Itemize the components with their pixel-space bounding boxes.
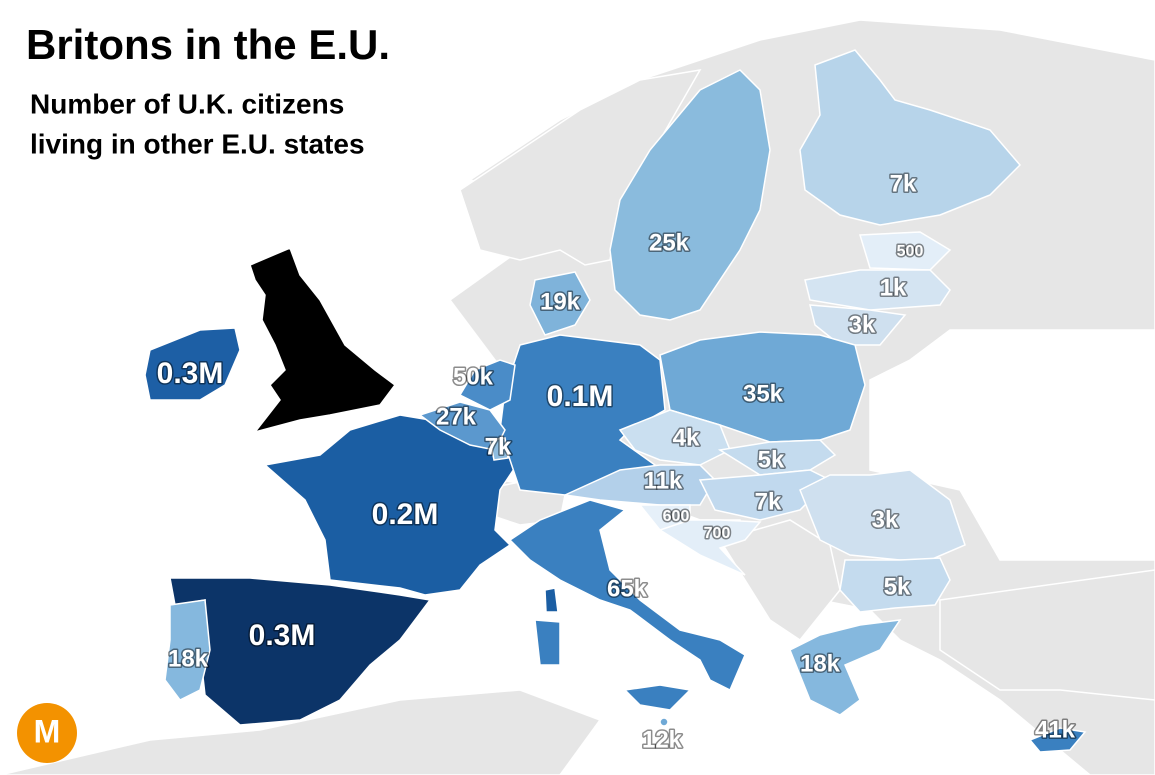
denmark — [529, 271, 591, 336]
region-label: 7k — [485, 433, 512, 460]
region-label: 0.2M — [372, 498, 439, 531]
sweden — [609, 69, 771, 321]
labels: 0.3M 0.3M 0.2M 0.1M 65k 50k 35k 27k 25k … — [155, 169, 1077, 755]
region-label: 18k — [168, 645, 209, 672]
region-label: 3k — [872, 506, 899, 533]
logo — [17, 703, 77, 763]
subtitle: living in other E.U. states — [30, 128, 365, 159]
uk — [249, 247, 397, 434]
region-label: 41k — [1035, 716, 1076, 743]
region-label: 4k — [673, 424, 700, 451]
region-label: 25k — [649, 229, 690, 256]
region-label: 65k — [607, 575, 648, 602]
region-label: 19k — [540, 288, 581, 315]
region-label: 5k — [758, 446, 785, 473]
region-label: 50k — [453, 363, 494, 390]
cyprus — [1028, 727, 1087, 753]
latvia — [804, 269, 951, 311]
region-label: 12k — [642, 726, 683, 753]
region-label: 35k — [743, 380, 784, 407]
region-label: 7k — [890, 170, 917, 197]
region-label: 7k — [755, 488, 782, 515]
region-label: 11k — [644, 467, 683, 494]
ireland — [144, 327, 241, 401]
france — [263, 414, 522, 596]
romania — [799, 469, 966, 561]
region-label: 700 — [704, 525, 731, 542]
title: Britons in the E.U. — [26, 21, 390, 68]
countries — [144, 49, 1087, 753]
region-label: 1k — [880, 274, 907, 301]
luxembourg — [489, 437, 509, 461]
czechia — [618, 409, 731, 466]
portugal — [164, 599, 211, 701]
malta — [659, 717, 669, 727]
sardinia — [534, 619, 561, 666]
finland — [799, 49, 1022, 226]
croatia — [658, 519, 762, 576]
region-label: 0.1M — [547, 380, 614, 413]
region-label: 18k — [800, 650, 841, 677]
region-label: 5k — [884, 573, 911, 600]
region-label: 500 — [897, 243, 924, 260]
region-label: 0.3M — [249, 619, 316, 652]
corsica — [544, 587, 559, 613]
subtitle: Number of U.K. citizens — [30, 88, 344, 119]
greece — [789, 619, 902, 716]
lithuania — [809, 304, 907, 346]
estonia — [859, 231, 952, 271]
region-label: 600 — [663, 508, 690, 525]
logo-text: M — [34, 713, 61, 749]
bulgaria — [839, 557, 951, 613]
region-label: 27k — [436, 403, 477, 430]
region-label: 3k — [849, 311, 876, 338]
sicily — [623, 684, 692, 711]
region-label: 0.3M — [157, 357, 224, 390]
italy — [508, 499, 746, 692]
